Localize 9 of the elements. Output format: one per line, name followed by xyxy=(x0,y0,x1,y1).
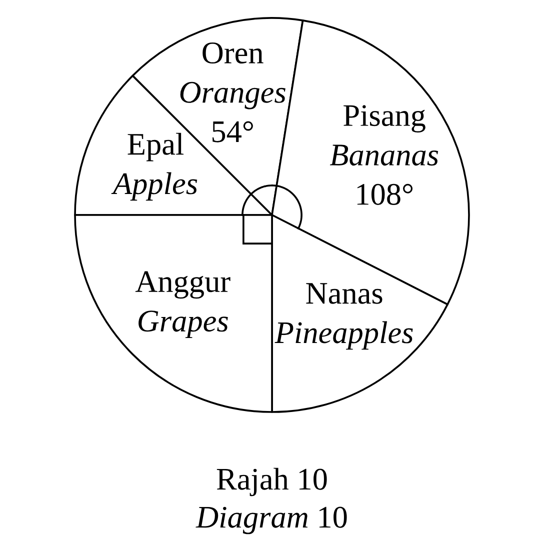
slice-label: Epal Apples xyxy=(111,132,198,201)
text: Rajah 10 xyxy=(216,468,327,496)
slice-label: Oren Oranges xyxy=(180,42,286,110)
slice-label: Pisang Bananas xyxy=(330,105,438,166)
slice-label: Nanas Pineapples xyxy=(274,283,413,350)
text: Diagram 10 xyxy=(196,506,347,534)
data-label: 108° xyxy=(357,184,412,205)
legend-label: Anggur Grapes xyxy=(135,271,230,338)
data-label: 54° xyxy=(212,121,253,142)
